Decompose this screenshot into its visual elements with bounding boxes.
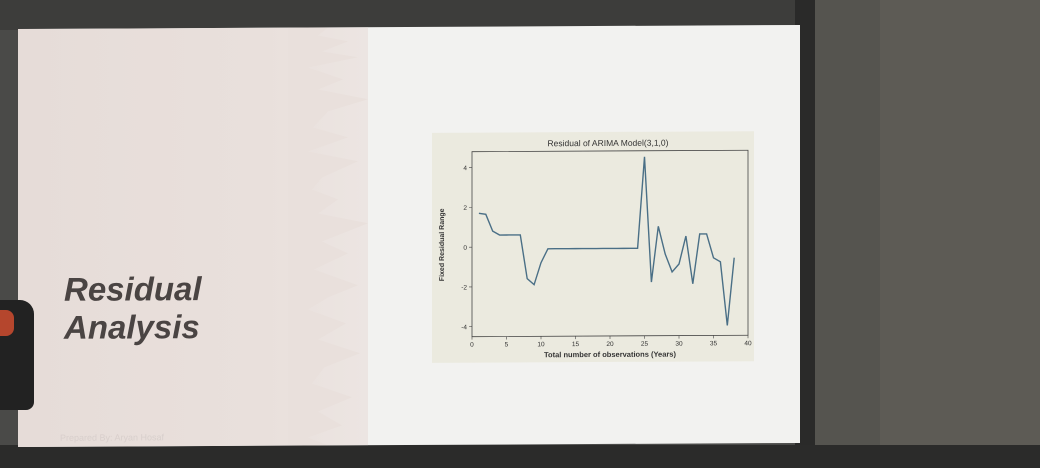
y-tick-label: 4 — [463, 165, 467, 172]
residual-series-line — [478, 156, 735, 326]
chart-title: Residual of ARIMA Model(3,1,0) — [548, 138, 669, 149]
brush-stroke-decoration — [288, 27, 368, 446]
room-floor — [0, 445, 1040, 468]
screen-frame — [795, 0, 815, 468]
x-axis-ticks: 0 5 10 15 20 25 30 35 40 — [470, 335, 752, 349]
x-axis-label: Total number of observations (Years) — [544, 350, 676, 360]
x-tick-label: 10 — [537, 341, 545, 348]
slide-title: Residual Analysis — [64, 270, 202, 347]
chart-svg: Residual of ARIMA Model(3,1,0) Fixed Res… — [439, 138, 752, 360]
y-tick-label: 0 — [463, 245, 467, 252]
x-tick-label: 15 — [572, 341, 580, 348]
x-tick-label: 5 — [505, 341, 509, 348]
y-tick-label: 2 — [463, 205, 467, 212]
x-tick-label: 25 — [641, 341, 649, 348]
plot-area-frame — [471, 149, 749, 338]
x-tick-label: 40 — [744, 340, 752, 347]
residual-chart: Residual of ARIMA Model(3,1,0) Fixed Res… — [432, 131, 754, 363]
x-tick-label: 0 — [470, 342, 474, 349]
slide-footer: Prepared By: Aryan Hosaf — [60, 432, 165, 443]
x-tick-label: 20 — [606, 341, 614, 348]
presentation-slide: Residual Analysis Prepared By: Aryan Hos… — [18, 24, 800, 448]
presenter-hand — [0, 310, 14, 336]
room-wall — [880, 0, 1040, 468]
slide-title-line2: Analysis — [64, 308, 200, 346]
x-tick-label: 30 — [675, 341, 683, 348]
x-tick-label: 35 — [710, 340, 718, 347]
y-tick-label: -2 — [461, 284, 467, 291]
y-tick-label: -4 — [461, 324, 467, 331]
y-axis-ticks: -4 -2 0 2 4 — [461, 165, 472, 331]
slide-title-line1: Residual — [64, 270, 202, 308]
y-axis-label: Fixed Residual Range — [439, 208, 446, 281]
